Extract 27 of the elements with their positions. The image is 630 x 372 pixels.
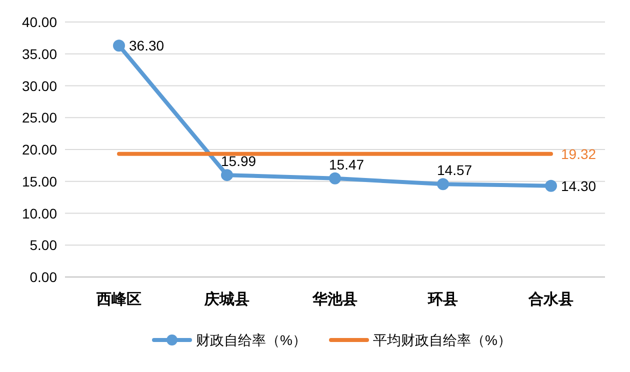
legend-label: 平均财政自给率（%） — [373, 332, 512, 348]
point — [437, 178, 449, 190]
x-tick-label: 华池县 — [312, 291, 358, 308]
y-tick-label: 5.00 — [30, 237, 58, 254]
x-tick-label: 环县 — [427, 291, 458, 308]
y-tick-label: 35.00 — [22, 46, 58, 62]
point — [329, 172, 341, 184]
y-tick-label: 30.00 — [22, 78, 58, 94]
data-label: 14.30 — [561, 178, 596, 194]
data-label: 19.32 — [561, 146, 596, 162]
y-tick-label: 25.00 — [22, 110, 58, 126]
x-tick-label: 庆城县 — [204, 290, 250, 308]
point — [113, 40, 125, 52]
y-tick-label: 10.00 — [22, 205, 58, 222]
y-tick-label: 0.00 — [30, 269, 58, 285]
legend-label: 财政自给率（%） — [196, 332, 306, 348]
point — [545, 180, 557, 192]
x-tick-label: 西峰区 — [96, 291, 142, 308]
point — [221, 169, 233, 182]
y-tick-label: 20.00 — [22, 142, 58, 158]
data-label: 36.30 — [129, 38, 164, 54]
y-tick-label: 15.00 — [22, 173, 58, 190]
data-label: 15.47 — [329, 156, 364, 172]
x-tick-label: 合水县 — [528, 291, 574, 308]
data-label: 14.57 — [437, 162, 472, 178]
y-tick-label: 40.00 — [22, 14, 58, 30]
data-label: 15.99 — [221, 153, 256, 170]
